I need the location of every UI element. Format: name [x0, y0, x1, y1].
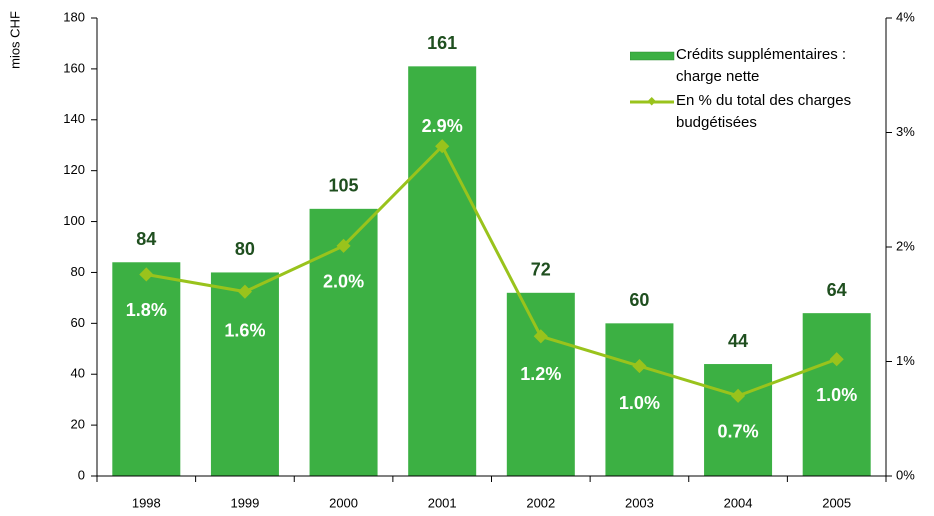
legend-label: En % du total des charges budgétisées: [676, 92, 852, 131]
x-tick-label: 1998: [132, 495, 161, 510]
bar-value-label: 161: [427, 33, 457, 53]
line-value-label: 1.0%: [816, 385, 857, 405]
y-tick-label: 160: [63, 60, 85, 75]
bar-value-label: 64: [827, 280, 847, 300]
bar: [408, 66, 477, 476]
bar: [112, 262, 181, 476]
line-marker: [730, 388, 746, 403]
y2-tick-label: 1%: [896, 353, 915, 368]
y2-tick-label: 0%: [896, 467, 915, 482]
line-value-label: 1.6%: [224, 320, 265, 340]
bar-value-label: 60: [629, 290, 649, 310]
y-tick-label: 120: [63, 162, 85, 177]
x-tick-label: 2002: [526, 495, 555, 510]
y-tick-label: 80: [71, 264, 85, 279]
bar: [802, 313, 871, 476]
legend: Crédits supplémentaires : charge nette E…: [628, 44, 878, 136]
bar: [605, 323, 674, 476]
legend-swatch: [630, 97, 674, 106]
legend-item: En % du total des charges budgétisées: [628, 90, 878, 134]
y-tick-label: 40: [71, 366, 85, 381]
bar-value-label: 80: [235, 239, 255, 259]
bar-value-label: 105: [329, 176, 359, 196]
y-axis-title: mios CHF: [7, 11, 22, 69]
line-value-label: 0.7%: [718, 422, 759, 442]
bar-value-label: 84: [136, 229, 156, 249]
line-marker: [336, 238, 351, 253]
y-tick-label: 140: [63, 111, 85, 126]
line-marker: [237, 284, 253, 299]
x-tick-label: 2000: [329, 495, 358, 510]
y2-tick-label: 2%: [896, 238, 915, 253]
line-marker: [829, 352, 844, 367]
bar: [210, 272, 279, 476]
legend-label: Crédits supplémentaires : charge nette: [676, 46, 847, 85]
line: [146, 143, 838, 398]
legend-item: Crédits supplémentaires : charge nette: [628, 44, 878, 88]
bar: [704, 364, 773, 476]
bar: [309, 208, 378, 477]
y-tick-label: 180: [63, 9, 85, 24]
y-tick-label: 0: [78, 467, 85, 482]
x-tick-label: 2003: [625, 495, 654, 510]
line-value-label: 1.8%: [126, 300, 167, 320]
x-tick-label: 2001: [428, 495, 457, 510]
y2-tick-label: 4%: [896, 9, 915, 24]
y2-tick-label: 3%: [896, 124, 915, 139]
x-tick-label: 2005: [822, 495, 851, 510]
x-tick-label: 1999: [230, 495, 259, 510]
bar-value-label: 44: [728, 331, 748, 351]
line-marker: [632, 359, 647, 374]
line-marker: [139, 267, 154, 282]
y-tick-label: 60: [71, 315, 85, 330]
bar-value-label: 72: [531, 260, 551, 280]
y-tick-label: 100: [63, 213, 85, 228]
y-tick-label: 20: [71, 417, 85, 432]
line-value-label: 1.0%: [619, 393, 660, 413]
line-value-label: 2.9%: [422, 116, 463, 136]
x-tick-label: 2004: [724, 495, 753, 510]
bar: [506, 292, 575, 476]
line-value-label: 1.2%: [520, 364, 561, 384]
line-marker: [435, 139, 450, 154]
line-marker: [533, 329, 548, 344]
legend-swatch: [630, 51, 675, 61]
line-value-label: 2.0%: [323, 272, 364, 292]
